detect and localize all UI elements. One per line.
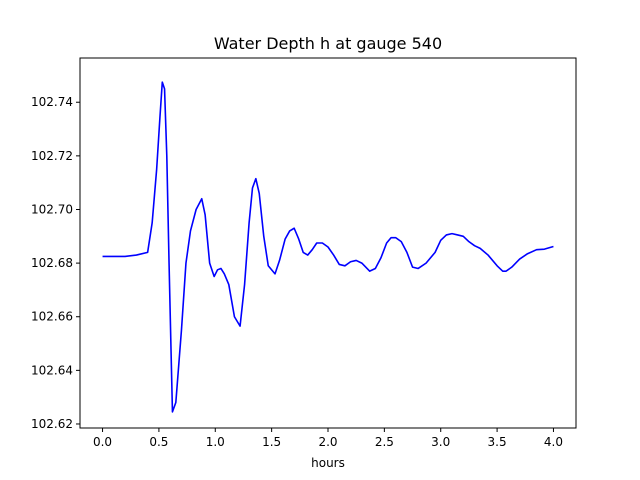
x-tick-label: 3.5 xyxy=(488,435,507,449)
x-tick-label: 1.5 xyxy=(262,435,281,449)
chart-title: Water Depth h at gauge 540 xyxy=(214,34,442,53)
x-axis-label: hours xyxy=(311,456,345,470)
y-tick-label: 102.68 xyxy=(31,256,73,270)
plot-layer xyxy=(102,81,554,413)
x-tick-label: 1.0 xyxy=(206,435,225,449)
x-tick-label: 0.5 xyxy=(149,435,168,449)
x-axis: 0.0 0.5 1.0 1.5 2.0 2.5 3.0 3.5 4.0 xyxy=(93,428,563,449)
x-tick-label: 2.5 xyxy=(375,435,394,449)
x-tick-label: 2.0 xyxy=(318,435,337,449)
x-tick-label: 4.0 xyxy=(544,435,563,449)
x-tick-label: 3.0 xyxy=(431,435,450,449)
x-tick-label: 0.0 xyxy=(93,435,112,449)
y-tick-label: 102.70 xyxy=(31,202,73,216)
y-tick-label: 102.62 xyxy=(31,417,73,431)
y-axis: 102.62 102.64 102.66 102.68 102.70 102.72 102.… xyxy=(31,95,80,431)
series-line-0 xyxy=(102,81,554,413)
y-tick-label: 102.66 xyxy=(31,310,73,324)
y-tick-label: 102.74 xyxy=(31,95,73,109)
y-tick-label: 102.64 xyxy=(31,363,73,377)
y-tick-label: 102.72 xyxy=(31,149,73,163)
